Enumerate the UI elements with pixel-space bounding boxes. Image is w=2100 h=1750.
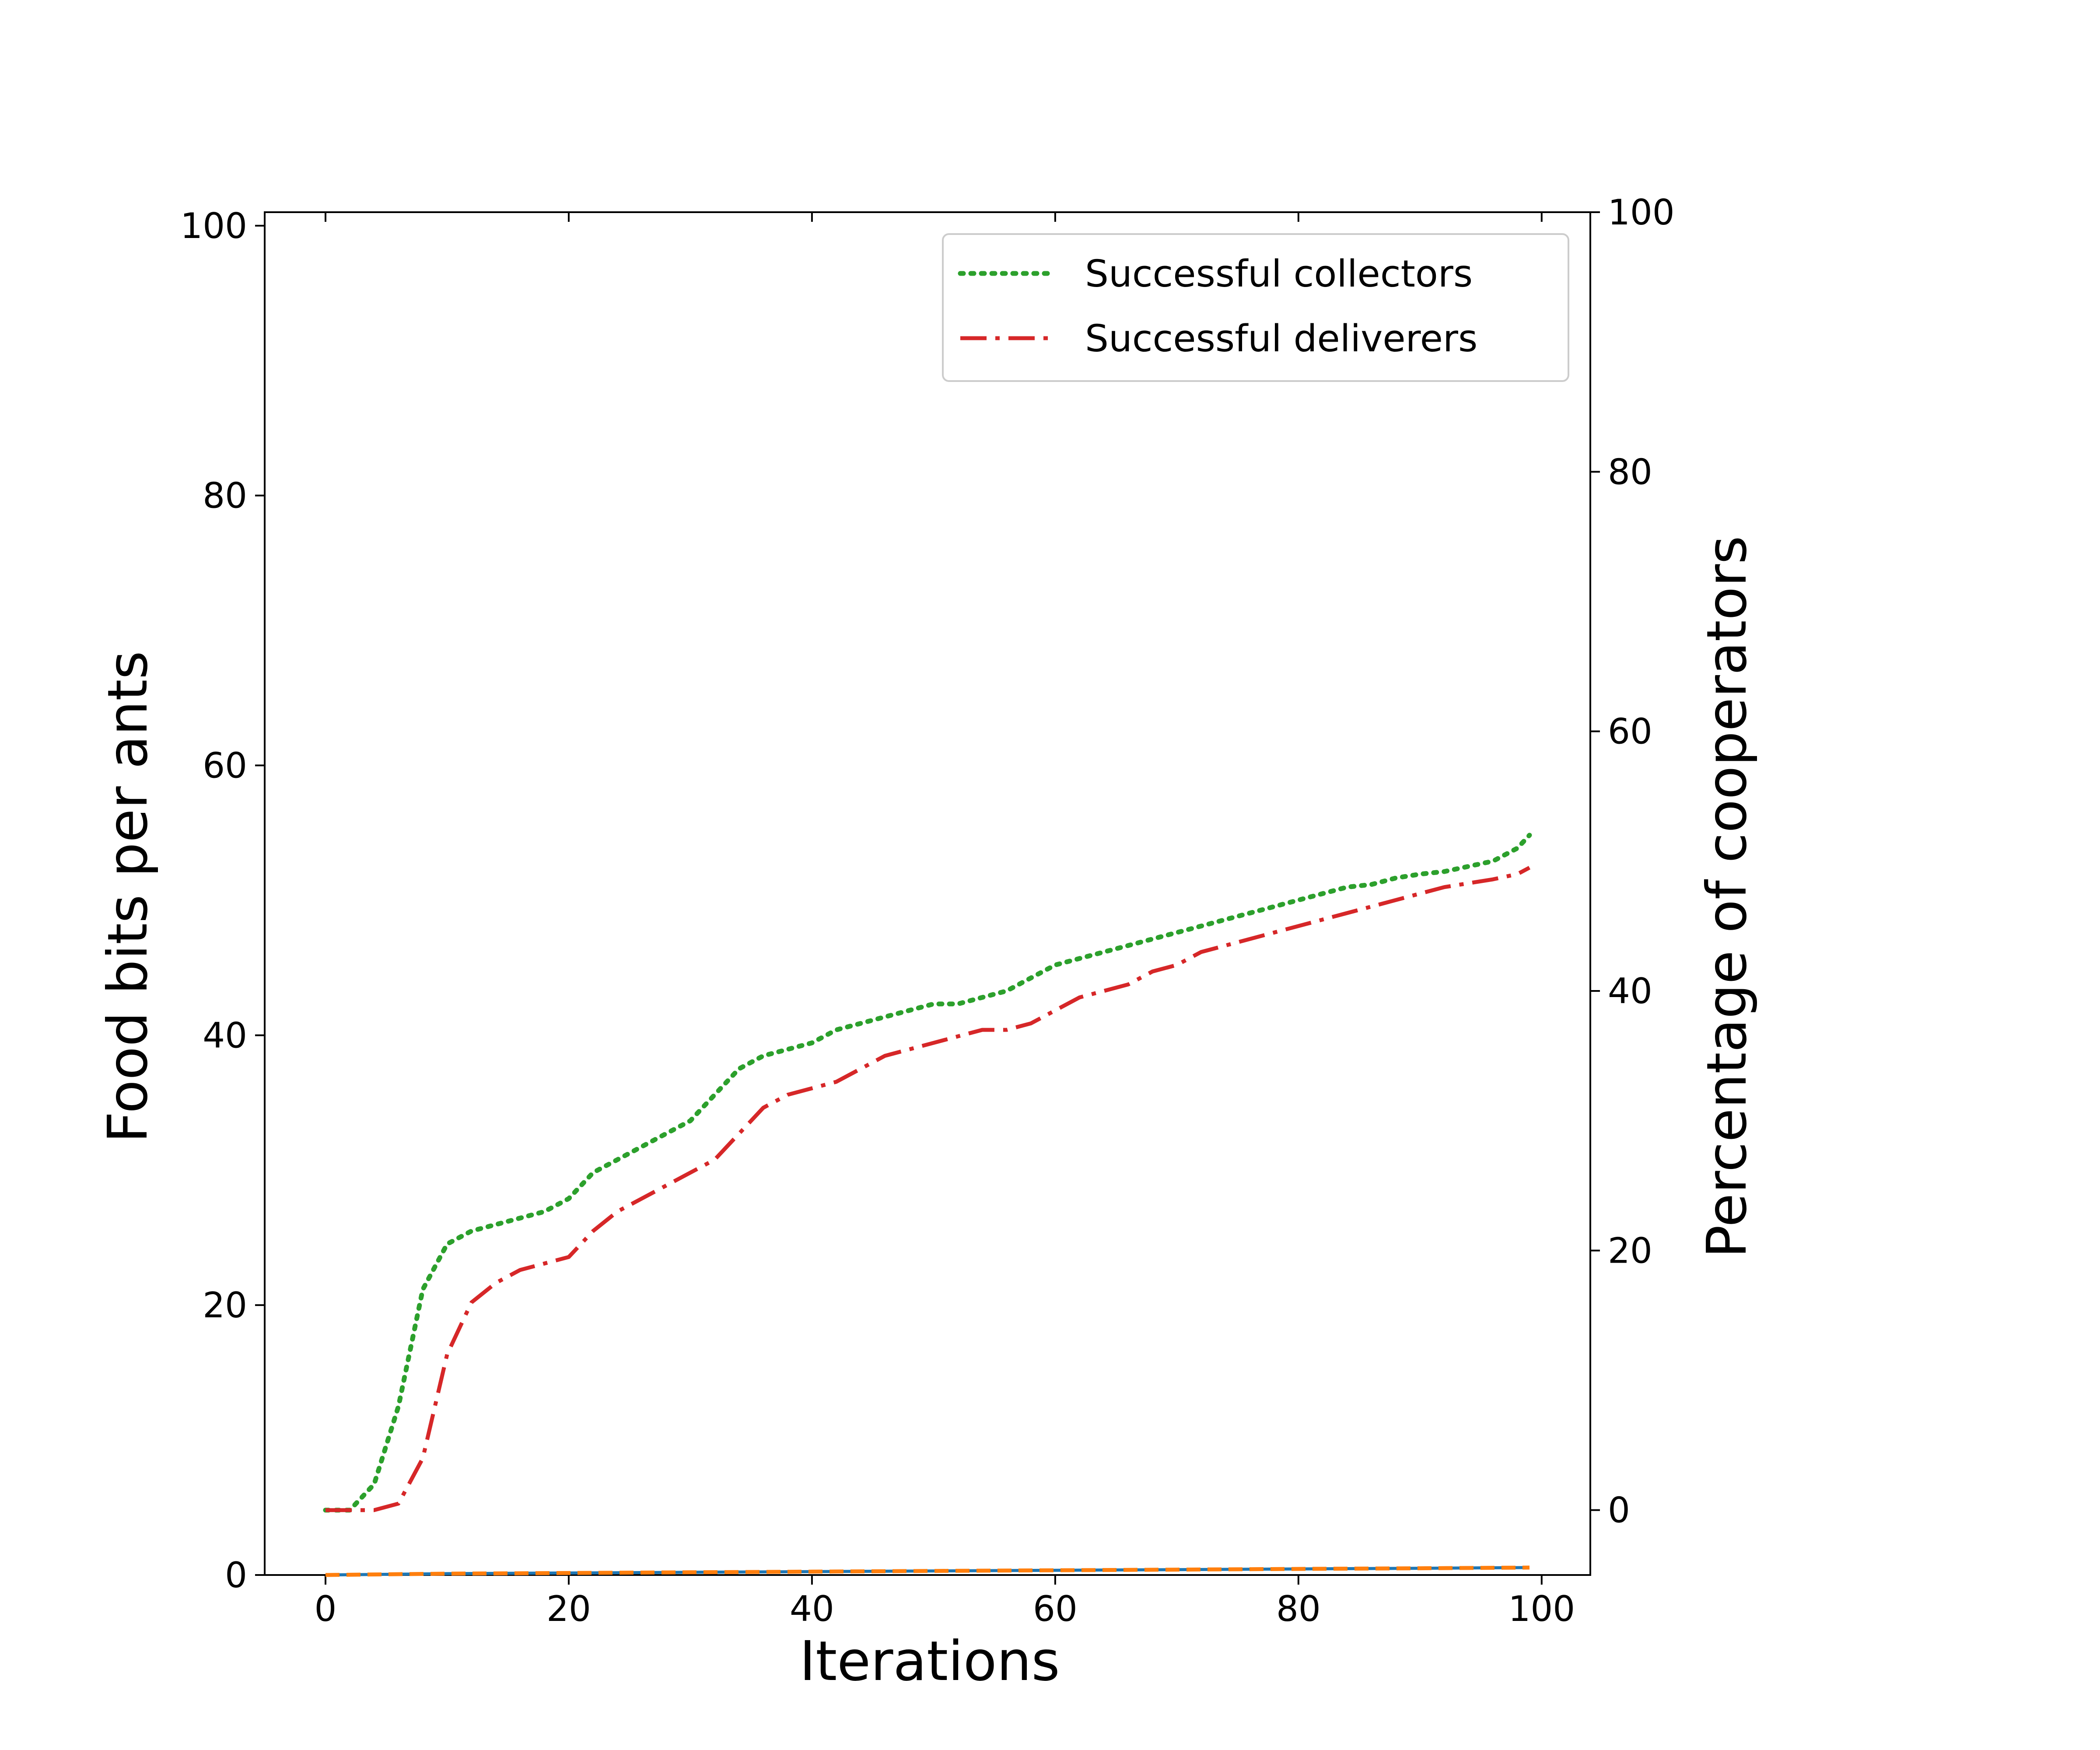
y2-tick-label: 100 [1608, 192, 1675, 233]
series-line-3 [325, 1565, 1530, 1577]
x-tick-label: 0 [315, 1589, 337, 1629]
legend-label: Successful deliverers [1085, 317, 1477, 360]
y-tick-label: 20 [203, 1285, 247, 1326]
series-layer [323, 833, 1532, 1577]
x-tick-label: 40 [790, 1589, 834, 1629]
x-axis-ticks: 0 20 40 60 80 100 [315, 212, 1575, 1629]
y-axis-title: Food bits per ants [96, 651, 160, 1143]
y-tick-label: 40 [203, 1015, 247, 1056]
y-tick-label: 0 [225, 1555, 247, 1596]
plot-border [264, 211, 1591, 1576]
y-tick-label: 60 [203, 746, 247, 786]
y2-tick-label: 0 [1608, 1490, 1630, 1531]
y-axis-ticks: 0 20 40 60 80 100 [180, 206, 265, 1596]
series-line-0 [323, 833, 1532, 1513]
y2-axis-ticks: 0 20 40 60 80 100 [1590, 192, 1675, 1531]
y2-axis-title: Percentage of cooperators [1695, 536, 1759, 1258]
plot-frame [264, 211, 1591, 1576]
x-tick-label: 80 [1276, 1589, 1321, 1629]
y2-tick-label: 40 [1608, 971, 1652, 1012]
y2-tick-label: 80 [1608, 452, 1652, 492]
legend-box [942, 233, 1569, 382]
legend-label: Successful collectors [1085, 252, 1473, 296]
y-tick-label: 80 [203, 476, 247, 516]
y2-tick-label: 20 [1608, 1230, 1652, 1271]
y2-tick-label: 60 [1608, 711, 1652, 752]
x-tick-label: 100 [1508, 1589, 1575, 1629]
x-tick-label: 20 [546, 1589, 591, 1629]
y-tick-label: 100 [180, 206, 247, 246]
legend: Successful collectors Successful delivere… [942, 233, 1569, 382]
x-tick-label: 60 [1033, 1589, 1078, 1629]
x-axis-title: Iterations [799, 1630, 1060, 1693]
series-line-1 [326, 866, 1531, 1512]
